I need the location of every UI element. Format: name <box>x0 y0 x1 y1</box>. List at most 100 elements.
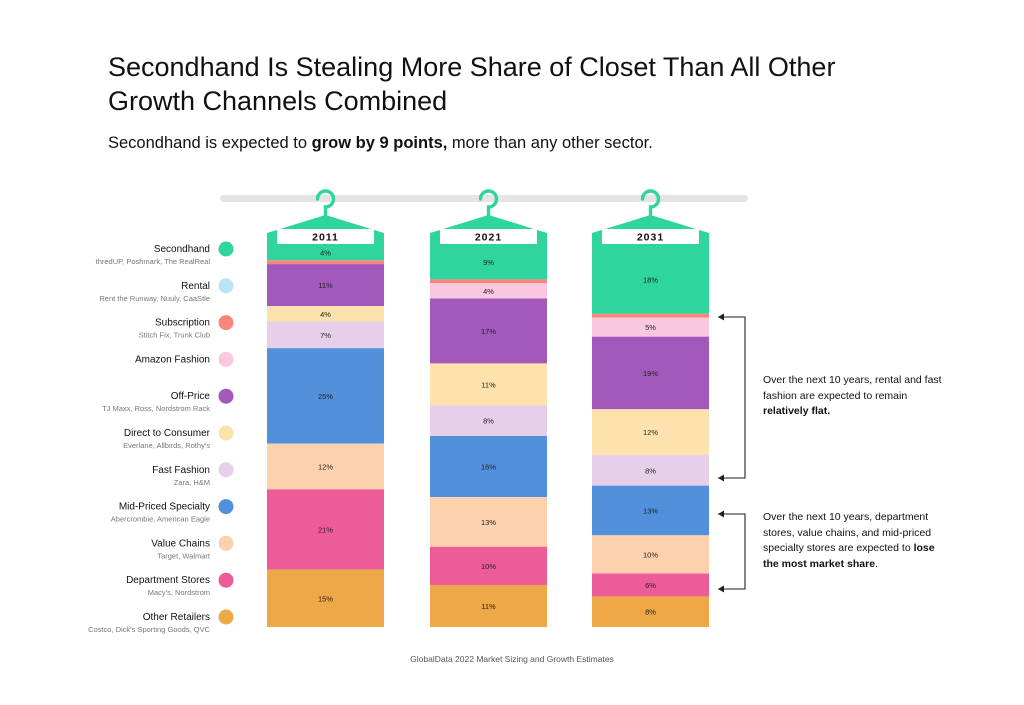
value-label-other-retailers-2031: 8% <box>645 608 656 617</box>
legend-label-value-chains: Value Chains <box>151 538 210 549</box>
value-label-direct-to-consumer-2011: 4% <box>320 310 331 319</box>
value-label-off-price-2021: 17% <box>481 327 496 336</box>
segment-department-stores-2021 <box>430 546 547 585</box>
legend-label-mid-priced-specialty: Mid-Priced Specialty <box>119 502 210 513</box>
annotation-lose: Over the next 10 years, department store… <box>763 510 943 572</box>
annotation-flat: Over the next 10 years, rental and fast … <box>763 373 943 420</box>
subtitle-text: Secondhand is expected to <box>108 134 312 152</box>
segment-value-chains-2021 <box>430 497 547 547</box>
legend-label-secondhand: Secondhand <box>154 244 210 255</box>
legend-swatch-other-retailers <box>218 609 234 625</box>
year-tag <box>277 229 374 244</box>
value-label-fast-fashion-2021: 8% <box>483 417 494 426</box>
legend-swatch-mid-priced-specialty <box>218 499 234 515</box>
value-label-value-chains-2021: 13% <box>481 518 496 527</box>
segment-other-retailers-2021 <box>430 584 547 627</box>
source-note: GlobalData 2022 Market Sizing and Growth… <box>410 654 614 664</box>
value-label-other-retailers-2021: 11% <box>481 602 496 611</box>
annotation-lose-emphasis: lose the most market share <box>763 542 935 570</box>
legend-swatch-direct-to-consumer <box>218 425 234 441</box>
segment-subscription-2031 <box>592 313 709 318</box>
segment-secondhand-2011 <box>267 245 384 261</box>
value-label-mid-priced-specialty-2031: 13% <box>643 506 658 515</box>
value-label-secondhand-2011: 4% <box>320 249 331 258</box>
year-tag <box>440 229 537 244</box>
value-label-secondhand-2031: 18% <box>643 275 658 284</box>
segment-amazon-fashion-2031 <box>592 317 709 337</box>
bar-2021: 2021 9% 4% 17% 11% 8% 16% 13% 10% 11% <box>430 189 547 627</box>
chart-title: Secondhand Is Stealing More Share of Clo… <box>108 52 836 116</box>
subtitle-emphasis: grow by 9 points, <box>311 134 448 152</box>
legend-swatch-off-price <box>218 388 234 404</box>
segment-fast-fashion-2011 <box>267 321 384 349</box>
value-label-mid-priced-specialty-2011: 25% <box>318 392 333 401</box>
bar-2011: 2011 4% 11% 4% 7% 25% 12% 21% 15% <box>267 189 384 627</box>
segment-off-price-2011 <box>267 264 384 307</box>
legend-swatch-amazon-fashion <box>218 351 234 367</box>
segment-mid-priced-specialty-2031 <box>592 485 709 536</box>
bar-2031: 2031 18% 5% 19% 12% 8% 13% 10% 6% 8% <box>592 189 709 627</box>
segment-direct-to-consumer-2021 <box>430 363 547 406</box>
value-label-amazon-fashion-2031: 5% <box>645 323 656 332</box>
legend-swatch-secondhand <box>218 241 234 257</box>
segment-department-stores-2011 <box>267 489 384 570</box>
value-label-off-price-2011: 11% <box>318 281 333 290</box>
value-label-fast-fashion-2011: 7% <box>320 331 331 340</box>
annotation-flat-text: Over the next 10 years, rental and fast … <box>763 374 942 402</box>
annotation-flat-emphasis: relatively flat. <box>763 405 831 417</box>
arrow-icon <box>718 510 724 593</box>
segment-secondhand-2031 <box>592 245 709 314</box>
legend-examples-other-retailers: Costco, Dick's Sporting Goods, QVC <box>88 625 210 634</box>
bracket-lose <box>718 513 746 590</box>
segment-other-retailers-2011 <box>267 569 384 627</box>
annotation-lose-text: Over the next 10 years, department store… <box>763 511 932 554</box>
value-label-direct-to-consumer-2021: 11% <box>481 380 496 389</box>
legend: Secondhand thredUP, Poshmark, The RealRea… <box>88 241 234 634</box>
legend-swatch-fast-fashion <box>218 462 234 478</box>
hanger-hook-icon <box>315 189 336 217</box>
year-label-2031: 2031 <box>637 232 664 244</box>
annotation-lose-end: . <box>875 557 878 570</box>
segment-fast-fashion-2031 <box>592 455 709 486</box>
segment-mid-priced-specialty-2011 <box>267 348 384 444</box>
value-label-value-chains-2011: 12% <box>318 463 333 472</box>
legend-label-direct-to-consumer: Direct to Consumer <box>124 428 211 439</box>
segment-direct-to-consumer-2011 <box>267 306 384 322</box>
segment-department-stores-2031 <box>592 573 709 597</box>
hanger-hook-icon <box>640 189 661 217</box>
legend-label-department-stores: Department Stores <box>126 575 210 586</box>
legend-examples-direct-to-consumer: Everlane, Allbirds, Rothy's <box>123 441 210 450</box>
segment-off-price-2031 <box>592 336 709 410</box>
legend-examples-secondhand: thredUP, Poshmark, The RealReal <box>96 257 211 266</box>
legend-examples-fast-fashion: Zara, H&M <box>174 478 210 487</box>
hanger-rail <box>220 195 748 202</box>
legend-swatch-department-stores <box>218 572 234 588</box>
value-label-off-price-2031: 19% <box>643 369 658 378</box>
value-label-secondhand-2021: 9% <box>483 258 494 267</box>
segment-amazon-fashion-2021 <box>430 283 547 299</box>
year-label-2011: 2011 <box>312 232 339 244</box>
segment-fast-fashion-2021 <box>430 405 547 436</box>
value-label-fast-fashion-2031: 8% <box>645 466 656 475</box>
segment-direct-to-consumer-2031 <box>592 409 709 456</box>
segment-secondhand-2021 <box>430 245 547 280</box>
segment-subscription-2021 <box>430 279 547 284</box>
legend-label-rental: Rental <box>181 281 210 292</box>
subtitle-text-end: more than any other sector. <box>447 134 653 152</box>
segment-value-chains-2011 <box>267 443 384 490</box>
value-label-department-stores-2031: 6% <box>645 581 656 590</box>
value-label-value-chains-2031: 10% <box>643 550 658 559</box>
legend-examples-rental: Rent the Runway, Nuuly, CaaStle <box>99 294 210 303</box>
segment-off-price-2021 <box>430 298 547 364</box>
arrow-icon <box>718 313 724 482</box>
legend-swatch-subscription <box>218 315 234 331</box>
legend-examples-department-stores: Macy's, Nordstrom <box>148 588 210 597</box>
legend-swatch-rental <box>218 278 234 294</box>
legend-swatch-value-chains <box>218 535 234 551</box>
value-label-department-stores-2011: 21% <box>318 526 333 535</box>
segment-subscription-2011 <box>267 260 384 265</box>
legend-label-amazon-fashion: Amazon Fashion <box>135 354 210 365</box>
legend-label-fast-fashion: Fast Fashion <box>152 465 210 476</box>
legend-label-off-price: Off-Price <box>171 391 211 402</box>
value-label-mid-priced-specialty-2021: 16% <box>481 463 496 472</box>
